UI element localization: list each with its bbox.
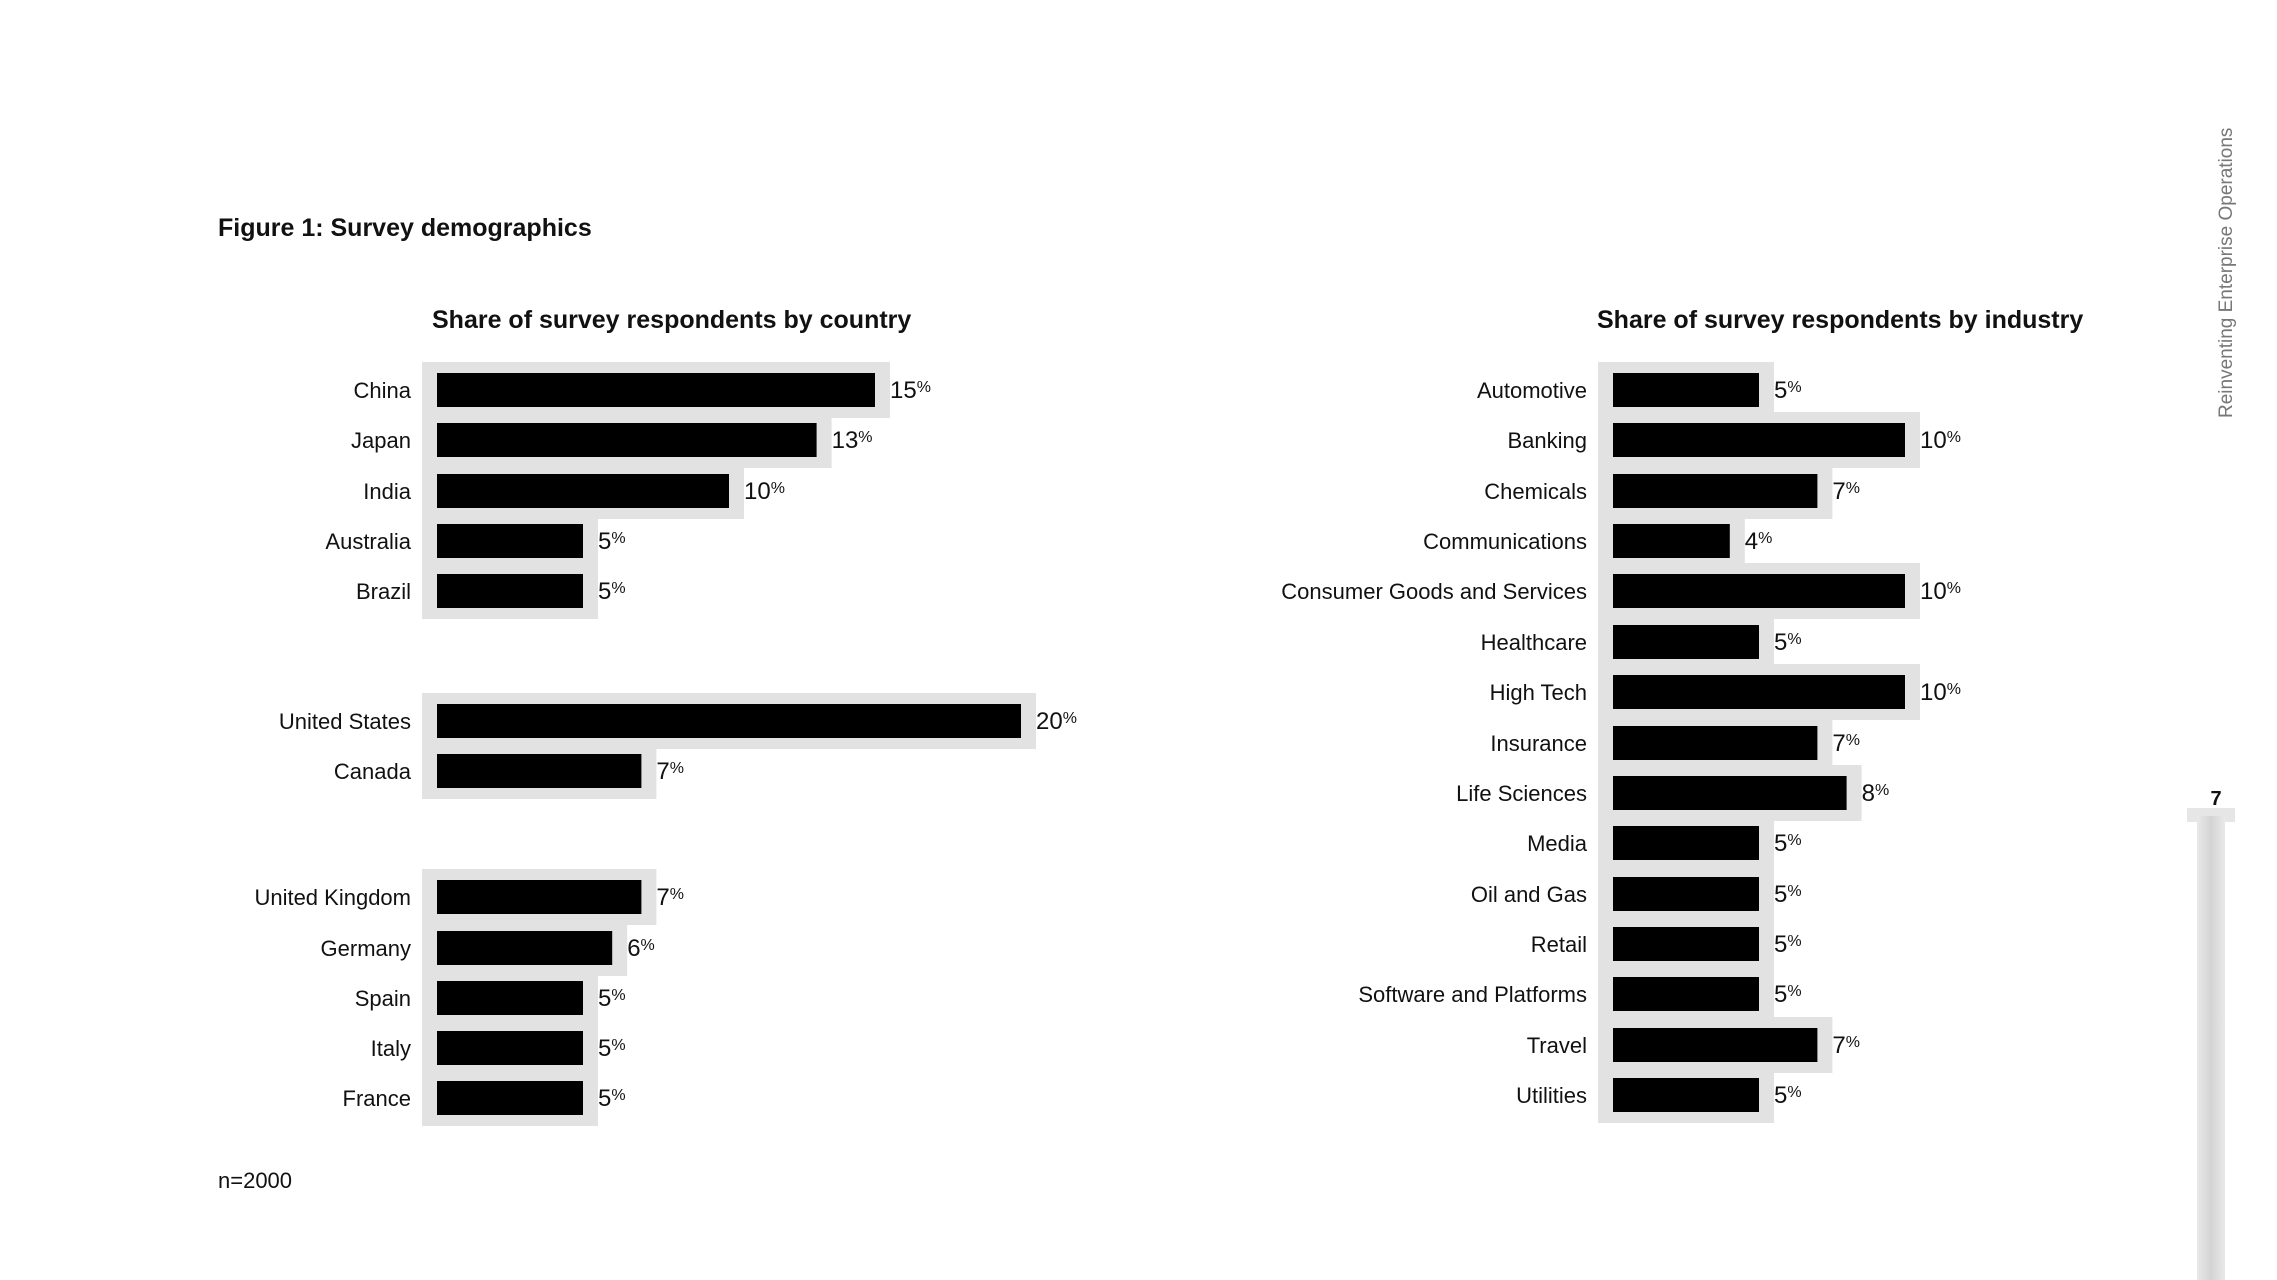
- value-label-australia: 5%: [598, 528, 626, 555]
- bar-chemicals: [1613, 474, 1818, 508]
- bar-high-tech: [1613, 675, 1905, 709]
- category-label-high-tech: High Tech: [1490, 680, 1587, 705]
- category-label-germany: Germany: [321, 936, 411, 961]
- bar-italy: [437, 1031, 583, 1065]
- bar-consumer-goods-and-services: [1613, 574, 1905, 608]
- value-label-travel: 7%: [1832, 1032, 1860, 1059]
- value-label-chemicals: 7%: [1832, 478, 1860, 505]
- value-label-japan: 13%: [832, 427, 873, 454]
- value-label-communications: 4%: [1745, 528, 1773, 555]
- category-label-australia: Australia: [325, 529, 411, 554]
- bar-france: [437, 1081, 583, 1115]
- bar-brazil: [437, 574, 583, 608]
- bar-life-sciences: [1613, 776, 1847, 810]
- bar-japan: [437, 423, 817, 457]
- category-label-retail: Retail: [1531, 932, 1587, 957]
- category-label-healthcare: Healthcare: [1481, 630, 1587, 655]
- value-label-canada: 7%: [656, 758, 684, 785]
- value-label-life-sciences: 8%: [1862, 780, 1890, 807]
- bar-germany: [437, 931, 613, 965]
- value-label-insurance: 7%: [1832, 730, 1860, 757]
- page-indicator-post: [2197, 816, 2225, 1280]
- value-label-spain: 5%: [598, 985, 626, 1012]
- value-label-high-tech: 10%: [1920, 679, 1961, 706]
- page-indicator-rail: [2187, 808, 2235, 1280]
- bar-software-and-platforms: [1613, 977, 1759, 1011]
- bar-automotive: [1613, 373, 1759, 407]
- bar-retail: [1613, 927, 1759, 961]
- category-label-consumer-goods-and-services: Consumer Goods and Services: [1281, 579, 1587, 604]
- category-label-automotive: Automotive: [1477, 378, 1587, 403]
- value-label-united-states: 20%: [1036, 708, 1077, 735]
- bar-canada: [437, 754, 642, 788]
- value-label-india: 10%: [744, 478, 785, 505]
- category-label-media: Media: [1527, 831, 1588, 856]
- value-label-media: 5%: [1774, 830, 1802, 857]
- value-label-utilities: 5%: [1774, 1082, 1802, 1109]
- value-label-banking: 10%: [1920, 427, 1961, 454]
- category-label-banking: Banking: [1507, 428, 1587, 453]
- document-side-title: Reinventing Enterprise Operations: [2216, 127, 2237, 418]
- category-label-life-sciences: Life Sciences: [1456, 781, 1587, 806]
- category-label-utilities: Utilities: [1516, 1083, 1587, 1108]
- category-label-china: China: [354, 378, 412, 403]
- bar-united-kingdom: [437, 880, 642, 914]
- figure-title: Figure 1: Survey demographics: [218, 214, 592, 242]
- category-label-communications: Communications: [1423, 529, 1587, 554]
- bar-utilities: [1613, 1078, 1759, 1112]
- category-label-japan: Japan: [351, 428, 411, 453]
- value-label-oil-and-gas: 5%: [1774, 881, 1802, 908]
- bar-media: [1613, 826, 1759, 860]
- bar-travel: [1613, 1028, 1818, 1062]
- value-label-china: 15%: [890, 377, 931, 404]
- category-label-india: India: [363, 479, 411, 504]
- country-chart-title: Share of survey respondents by country: [432, 306, 912, 334]
- value-label-automotive: 5%: [1774, 377, 1802, 404]
- bar-communications: [1613, 524, 1730, 558]
- bar-india: [437, 474, 729, 508]
- category-label-oil-and-gas: Oil and Gas: [1471, 882, 1587, 907]
- value-label-united-kingdom: 7%: [656, 884, 684, 911]
- value-label-healthcare: 5%: [1774, 629, 1802, 656]
- bar-banking: [1613, 423, 1905, 457]
- value-label-italy: 5%: [598, 1035, 626, 1062]
- page-number: 7: [2210, 788, 2222, 810]
- bar-oil-and-gas: [1613, 877, 1759, 911]
- category-label-insurance: Insurance: [1490, 731, 1587, 756]
- sample-size-note: n=2000: [218, 1168, 293, 1193]
- value-label-retail: 5%: [1774, 931, 1802, 958]
- category-label-united-kingdom: United Kingdom: [254, 885, 411, 910]
- category-label-software-and-platforms: Software and Platforms: [1358, 982, 1587, 1007]
- bar-united-states: [437, 704, 1021, 738]
- bar-healthcare: [1613, 625, 1759, 659]
- industry-chart-title: Share of survey respondents by industry: [1597, 306, 2084, 334]
- category-label-travel: Travel: [1527, 1033, 1587, 1058]
- bar-china: [437, 373, 875, 407]
- value-label-consumer-goods-and-services: 10%: [1920, 578, 1961, 605]
- category-label-united-states: United States: [279, 709, 411, 734]
- bar-australia: [437, 524, 583, 558]
- bar-insurance: [1613, 726, 1818, 760]
- category-label-spain: Spain: [355, 986, 411, 1011]
- value-label-software-and-platforms: 5%: [1774, 981, 1802, 1008]
- category-label-italy: Italy: [371, 1036, 411, 1061]
- value-label-germany: 6%: [627, 935, 655, 962]
- category-label-chemicals: Chemicals: [1484, 479, 1587, 504]
- value-label-france: 5%: [598, 1085, 626, 1112]
- category-label-brazil: Brazil: [356, 579, 411, 604]
- bar-spain: [437, 981, 583, 1015]
- category-label-france: France: [343, 1086, 411, 1111]
- value-label-brazil: 5%: [598, 578, 626, 605]
- category-label-canada: Canada: [334, 759, 412, 784]
